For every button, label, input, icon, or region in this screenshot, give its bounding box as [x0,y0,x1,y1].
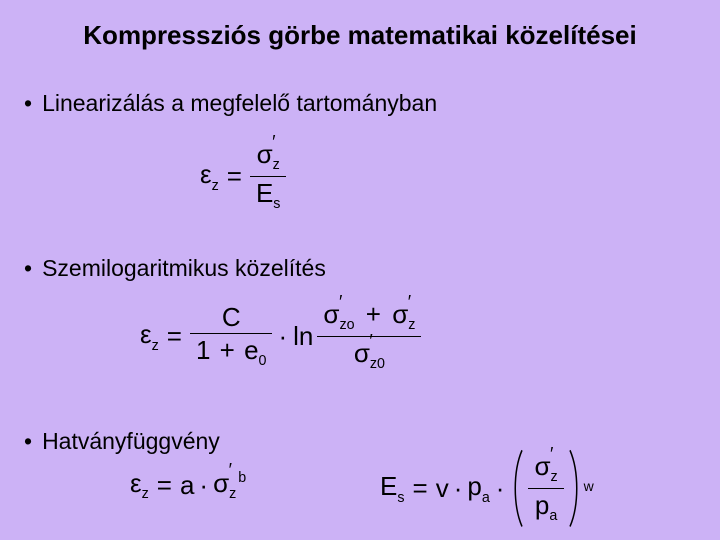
right-paren-icon [568,448,582,529]
formula-power-a: εz = a · σ′zb [130,468,246,502]
bullet-3: • Hatványfüggvény [24,428,220,455]
formula-power-b: Es = v · pa · σ′z pa [380,448,594,529]
f3a-sigma: σ′zb [213,468,246,502]
f3a-dot: · [199,470,208,501]
f3b-v: v [436,473,449,504]
bullet-1: • Linearizálás a megfelelő tartományban [24,90,437,117]
f3b-paren-group: σ′z pa [510,448,581,529]
f3a-eq: = [157,470,172,501]
formula-semilog: εz = C 1 + e0 · ln σ′zo + σ′z σ′z0 [140,300,421,373]
f2-frac1: C 1 + e0 [190,303,273,371]
left-paren-icon [510,448,524,529]
bullet-1-marker: • [24,90,32,117]
bullet-2-marker: • [24,255,32,282]
f2-eq: = [167,321,182,352]
f1-frac: σ′z Es [250,140,287,213]
bullet-2: • Szemilogaritmikus közelítés [24,255,326,282]
f3a-lhs: εz [130,468,149,502]
f3b-frac: σ′z pa [528,452,563,525]
bullet-3-text: Hatványfüggvény [42,428,220,454]
f3b-exp: w [584,478,594,494]
f2-dot: · [278,321,287,352]
slide-title: Kompressziós görbe matematikai közelítés… [0,20,720,51]
formula-linear: εz = σ′z Es [200,140,286,213]
f3b-eq: = [413,473,428,504]
bullet-1-text: Linearizálás a megfelelő tartományban [42,90,437,116]
f1-lhs: εz [200,159,219,193]
bullet-3-marker: • [24,428,32,455]
f3b-lhs: Es [380,471,405,505]
f3b-dot1: · [454,473,463,504]
f2-frac2: σ′zo + σ′z σ′z0 [317,300,421,373]
f3b-dot2: · [496,473,505,504]
f2-ln: ln [293,321,313,352]
f1-eq: = [227,161,242,192]
bullet-2-text: Szemilogaritmikus közelítés [42,255,326,281]
f2-lhs: εz [140,319,159,353]
f3a-a: a [180,470,194,501]
f3b-p: pa [467,471,489,505]
